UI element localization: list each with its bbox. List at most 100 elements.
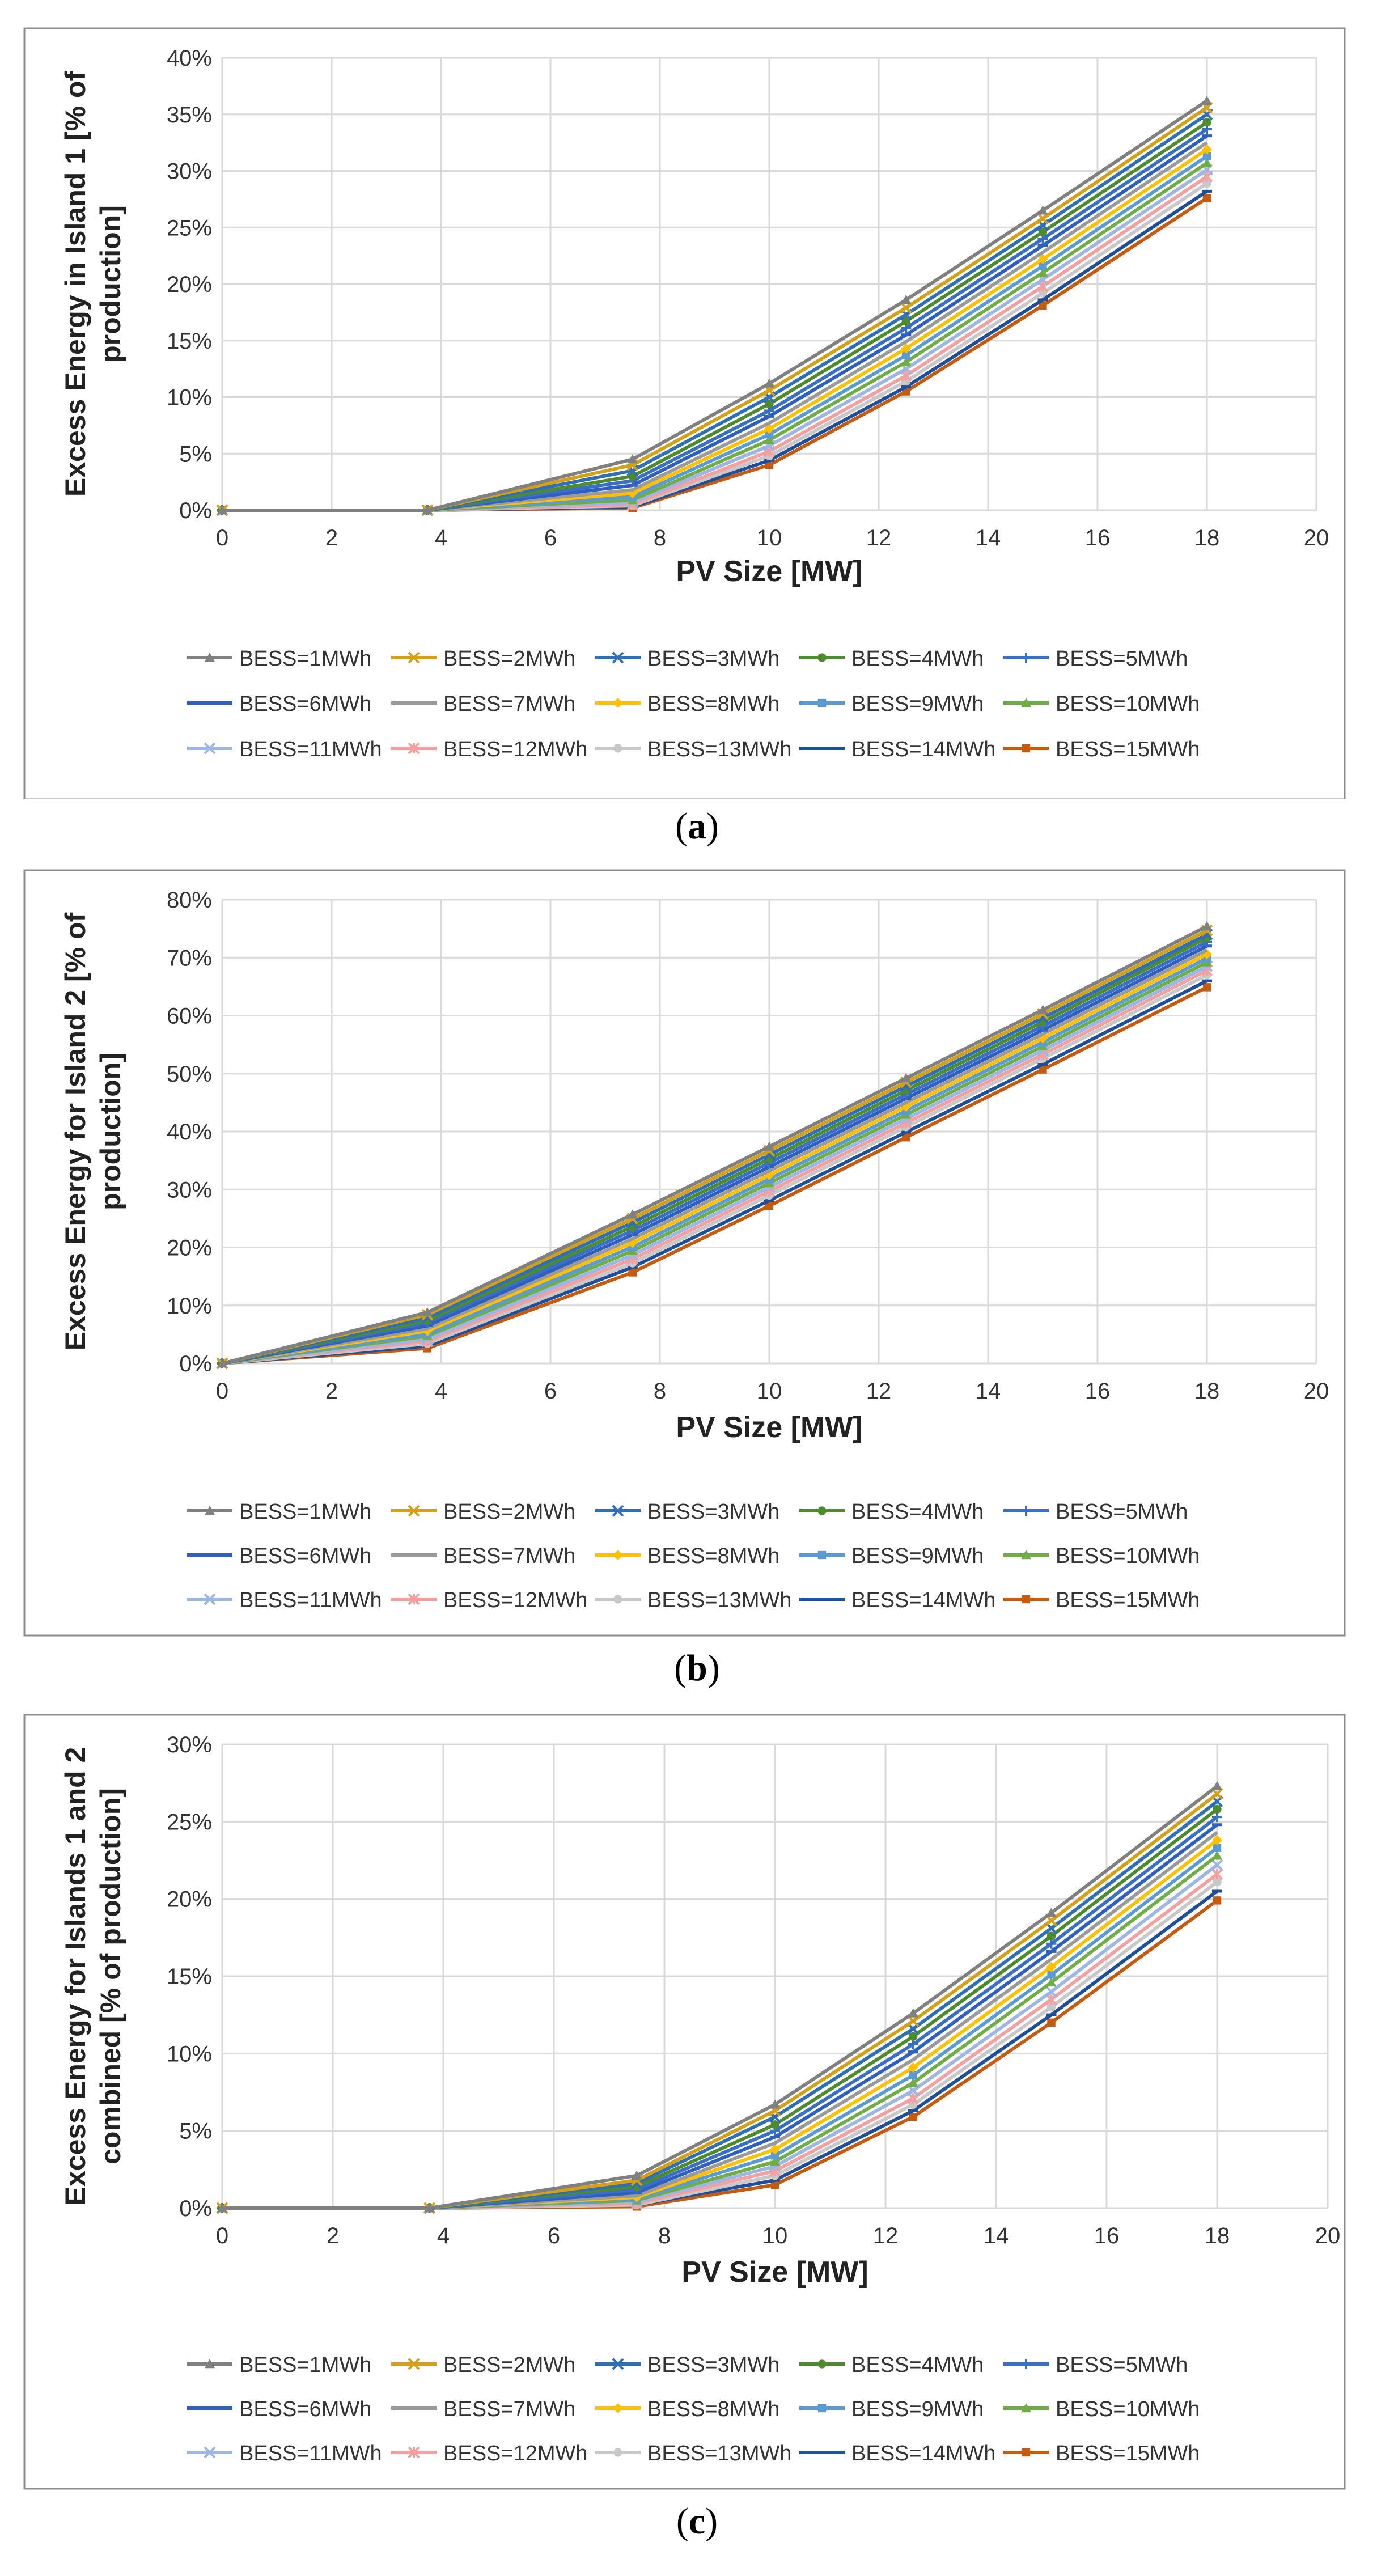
chart-b-grid <box>221 899 1317 1365</box>
chart-c-xtick-label: 0 <box>216 2223 228 2248</box>
chart-b-legend-marker <box>817 1550 827 1560</box>
chart-b-legend: BESS=1MWh BESS=2MWh BESS=3MWh BESS=4MWh BESS… <box>187 1500 1200 1612</box>
chart-c-ytick-label: 15% <box>167 1964 212 1989</box>
chart-b-data-point <box>1202 949 1212 960</box>
chart-a-grid <box>221 57 1317 511</box>
chart-a-ytick-label: 30% <box>167 159 212 184</box>
chart-a-xtick-label: 10 <box>757 526 782 550</box>
chart-b-ytick-label: 60% <box>167 1004 212 1029</box>
chart-c-data-point <box>1211 1868 1223 1880</box>
chart-a-legend-marker <box>612 651 624 664</box>
chart-b-legend-label: BESS=1MWh <box>239 1500 371 1524</box>
chart-a-xtick-label: 0 <box>216 526 228 550</box>
chart-a-ytick-label: 25% <box>167 215 212 240</box>
chart-c-legend-marker <box>1022 2448 1031 2457</box>
chart-c-data-point <box>1047 1971 1056 1979</box>
chart-b-series-7 <box>222 948 1208 1365</box>
chart-c-legend-marker <box>613 2403 623 2413</box>
chart-c-data-point <box>770 2144 780 2155</box>
chart-b-xtick-label: 16 <box>1085 1379 1111 1404</box>
chart-c-data-point <box>770 2180 779 2189</box>
chart-a-xtick-label: 2 <box>325 526 338 550</box>
panel-label-c: (c) <box>676 2501 718 2542</box>
chart-a-ytick-label: 0% <box>179 498 212 523</box>
chart-a-legend-marker <box>408 651 420 664</box>
chart-c-xlabel: PV Size [MW] <box>681 2256 868 2289</box>
chart-b-ytick-label: 80% <box>167 888 212 913</box>
chart-b-xtick-label: 12 <box>866 1379 892 1404</box>
chart-c-data-point <box>1045 1985 1057 1998</box>
chart-b-ytick-label: 0% <box>179 1351 212 1376</box>
chart-b-data-point <box>902 1133 910 1142</box>
chart-a-legend-marker <box>408 742 420 755</box>
chart-c-data-point <box>424 2203 435 2213</box>
chart-c-legend-marker <box>408 2446 420 2459</box>
chart-b-legend-label: BESS=9MWh <box>851 1544 984 1568</box>
chart-c-legend-marker <box>1021 2359 1031 2369</box>
chart-a-data-point <box>1037 254 1048 265</box>
chart-a-data-point <box>901 317 910 326</box>
chart-a-legend-label: BESS=7MWh <box>443 692 575 716</box>
chart-a-xtick-label: 6 <box>544 526 557 550</box>
chart-c-data-point <box>1046 1961 1057 1972</box>
chart-b-ytick-label: 40% <box>167 1120 212 1145</box>
chart-a-xtick-label: 12 <box>866 526 892 550</box>
chart-a-legend-marker <box>204 742 216 755</box>
chart-b-legend-label: BESS=7MWh <box>443 1544 575 1568</box>
chart-a-legend-label: BESS=1MWh <box>239 647 371 671</box>
chart-c-data-point <box>770 2120 779 2129</box>
chart-b-data-point <box>765 1201 774 1210</box>
chart-a-data-point <box>902 351 910 359</box>
chart-a-data-point <box>901 357 912 366</box>
chart-c-legend-label: BESS=8MWh <box>647 2397 779 2421</box>
chart-c-xtick-label: 20 <box>1315 2223 1341 2248</box>
chart-c-data-point <box>908 2062 918 2073</box>
chart-a-legend-marker <box>1021 653 1031 663</box>
chart-b-data-point <box>422 1307 433 1317</box>
chart-b-data-point <box>627 1209 638 1219</box>
chart-c-frame <box>23 1714 1346 2490</box>
chart-a-legend-label: BESS=9MWh <box>851 692 984 716</box>
chart-c-data-point <box>1046 2002 1056 2012</box>
chart-c-xtick-label: 10 <box>762 2223 788 2248</box>
chart-c-data-point <box>908 2078 918 2087</box>
chart-panel-a: 0% 5% 10% 15% 20% 25% 30% 35% 40% 0 2 4 6 8 10 12 14 16 18… <box>0 23 1394 862</box>
chart-c-legend-label: BESS=9MWh <box>851 2397 984 2421</box>
chart-a-data-point <box>764 378 774 388</box>
chart-a-data-point <box>1202 158 1212 167</box>
chart-c-legend-marker <box>817 2404 827 2413</box>
chart-c-xtick-label: 14 <box>984 2223 1009 2248</box>
chart-c-legend-label: BESS=15MWh <box>1056 2442 1200 2465</box>
chart-a-data-point <box>765 430 774 439</box>
chart-a-ytick-label: 5% <box>179 442 212 467</box>
chart-b-xlabel: PV Size [MW] <box>676 1411 862 1444</box>
chart-b-xtick-label: 20 <box>1304 1379 1329 1404</box>
chart-b-xtick-label: 0 <box>216 1379 228 1404</box>
chart-a-data-point <box>901 343 912 354</box>
chart-b-legend-label: BESS=5MWh <box>1056 1500 1188 1524</box>
chart-panel-b: 0% 10% 20% 30% 40% 50% 60% 70% 80% 0 2 4 6 8 10 12 14 16 1… <box>0 865 1394 1709</box>
chart-c-legend-label: BESS=7MWh <box>443 2397 575 2421</box>
chart-b-legend-marker <box>408 1593 420 1605</box>
chart-a-ytick-label: 40% <box>167 46 212 71</box>
chart-b-legend-marker <box>613 1550 623 1560</box>
chart-b-data-point <box>628 1268 637 1277</box>
chart-c-xtick-label: 6 <box>548 2223 560 2248</box>
chart-c-legend-label: BESS=6MWh <box>239 2397 371 2421</box>
chart-c-data-point <box>1212 1850 1222 1860</box>
chart-b-xtick-label: 8 <box>654 1379 666 1404</box>
chart-c-data-point <box>1212 1781 1222 1790</box>
chart-a-legend: BESS=1MWh BESS=2MWh BESS=3MWh BESS=4MWh BESS… <box>187 647 1200 761</box>
chart-a-data-point <box>765 461 774 469</box>
chart-c-legend-label: BESS=3MWh <box>647 2353 779 2377</box>
chart-b-xtick-label: 10 <box>757 1379 782 1404</box>
chart-c-legend-label: BESS=5MWh <box>1056 2353 1188 2377</box>
chart-b-data-point <box>1037 1005 1048 1014</box>
chart-b-legend-marker <box>817 1506 827 1515</box>
chart-b-legend-marker <box>1021 1506 1031 1516</box>
chart-b-legend-marker <box>205 1506 215 1515</box>
chart-a-legend-marker <box>817 653 827 662</box>
chart-b-series-1 <box>217 921 1212 1368</box>
chart-c-xtick-label: 16 <box>1094 2223 1120 2248</box>
chart-a-data-point <box>1202 95 1212 105</box>
